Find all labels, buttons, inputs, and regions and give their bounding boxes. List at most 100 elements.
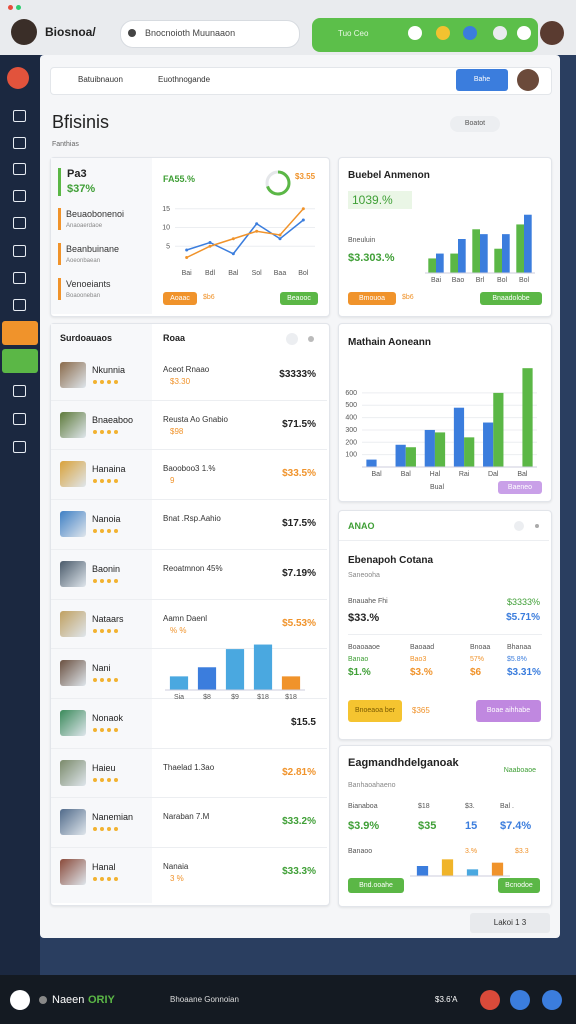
- separator: [51, 847, 327, 848]
- card: [338, 323, 552, 502]
- label: $3.30: [170, 377, 191, 386]
- accent: [58, 208, 61, 230]
- star: [100, 479, 104, 484]
- icon: [514, 521, 524, 531]
- label: Batuibnauon: [78, 75, 123, 84]
- nav-icon[interactable]: [13, 299, 26, 311]
- star: [114, 877, 118, 881]
- link[interactable]: Bhoaane Gonnoian: [170, 995, 239, 1004]
- button[interactable]: Bnaadolobe: [480, 292, 542, 305]
- button[interactable]: Aoaac: [163, 292, 197, 305]
- item-name: Haieu: [92, 762, 116, 773]
- window-dot: [15, 4, 21, 10]
- point: [231, 237, 235, 241]
- label: FA55.%: [163, 174, 196, 184]
- price: $7.19%: [282, 567, 316, 579]
- nav-icon[interactable]: [13, 190, 26, 202]
- pagination[interactable]: Lakoi 1 3: [470, 913, 550, 933]
- x-tick-label: Bal: [228, 270, 239, 277]
- search-box[interactable]: [120, 20, 300, 48]
- search-text: Bnocnoioth Muunaaon: [145, 28, 236, 38]
- item-name: Nonaok: [92, 712, 124, 723]
- search-icon: [128, 29, 136, 37]
- star: [93, 479, 97, 484]
- label: 3.%: [465, 848, 478, 855]
- button[interactable]: Bnoeaoa ber: [348, 700, 402, 722]
- thumbnail: [60, 859, 86, 885]
- nav-icon[interactable]: [13, 163, 26, 175]
- star: [107, 380, 111, 384]
- bar: [472, 229, 480, 273]
- label: Anaoaerdaoe: [66, 223, 103, 229]
- star: [100, 578, 104, 583]
- item-name: Hanal: [92, 862, 116, 872]
- item-name: Bnaeaboo: [92, 414, 134, 425]
- star: [100, 529, 104, 534]
- price: $3333%: [279, 369, 316, 380]
- bar: [493, 392, 504, 467]
- nav-icon[interactable]: [13, 413, 26, 425]
- label: Bnauahe Fhi: [348, 598, 388, 605]
- thumbnail: [60, 809, 86, 836]
- item-name: Nkunnia: [92, 365, 126, 375]
- star: [107, 777, 111, 782]
- label: Buebel Anmenon: [348, 170, 430, 181]
- dropdown[interactable]: Boatot: [450, 116, 500, 132]
- price: $15.5: [290, 716, 316, 728]
- x-tick-label: Sia: [174, 694, 184, 701]
- nav-icon[interactable]: [13, 245, 26, 257]
- nav-icon[interactable]: [13, 385, 26, 397]
- label: Nanaia: [163, 862, 189, 871]
- label: Saneooha: [348, 572, 380, 579]
- nav-icon[interactable]: [13, 137, 26, 149]
- button[interactable]: Baeneo: [498, 481, 542, 494]
- star: [114, 777, 118, 782]
- point: [255, 229, 259, 233]
- button[interactable]: Bmouoa: [348, 292, 396, 305]
- button[interactable]: Bahe: [456, 69, 508, 91]
- nav-item-active[interactable]: [2, 349, 38, 373]
- label: Thaelad 1.3ao: [163, 762, 215, 772]
- point: [301, 218, 305, 222]
- nav-icon[interactable]: [13, 272, 26, 284]
- label: $37%: [67, 183, 96, 195]
- button[interactable]: Bnd.ooahe: [348, 878, 404, 893]
- point: [231, 252, 235, 256]
- donut-arc: [266, 170, 291, 196]
- nav-icon[interactable]: [13, 441, 26, 453]
- link[interactable]: Naaboaoe: [503, 767, 536, 774]
- button[interactable]: Beaooc: [280, 292, 318, 305]
- separator: [51, 548, 327, 550]
- label: Eagmandhdelganoak: [348, 757, 459, 769]
- page-subtitle: Fanthias: [52, 141, 79, 148]
- item-name: Baonin: [92, 563, 121, 574]
- button[interactable]: Boae aihhabe: [476, 700, 541, 722]
- label: $3.6'A: [435, 995, 458, 1004]
- label: $3.303.%: [348, 252, 395, 264]
- x-tick-label: Bdl: [205, 270, 216, 277]
- x-tick-label: Brl: [476, 277, 485, 284]
- separator: [51, 697, 327, 699]
- x-tick-label: $9: [231, 694, 239, 701]
- label: Banao: [348, 656, 369, 663]
- bar: [464, 437, 475, 467]
- bar: [502, 234, 510, 273]
- label: Bneuluin: [348, 237, 376, 244]
- label: Pa3: [67, 168, 87, 180]
- star: [114, 529, 118, 534]
- side-column: [51, 158, 152, 314]
- button[interactable]: Bcnodoe: [498, 878, 540, 893]
- price: $5.53%: [282, 617, 316, 629]
- y-tick-label: 100: [345, 452, 357, 459]
- star: [100, 727, 104, 732]
- label: Aoeonbaean: [66, 258, 101, 264]
- label: 9: [170, 476, 175, 486]
- nav-icon[interactable]: [13, 110, 26, 122]
- star: [93, 429, 97, 434]
- nav-icon[interactable]: [13, 217, 26, 229]
- icon: [308, 336, 314, 342]
- price: $2.81%: [282, 766, 316, 778]
- thumbnail: [60, 660, 86, 687]
- nav-item-active[interactable]: [2, 321, 38, 345]
